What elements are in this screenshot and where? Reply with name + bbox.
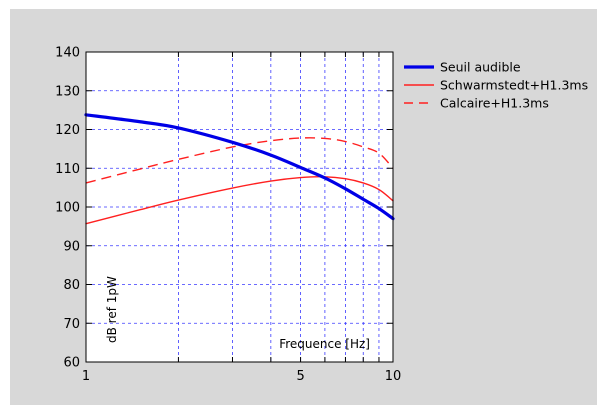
series-line-schwarmstedt-h1-3ms bbox=[85, 176, 394, 225]
x-tick-label: 5 bbox=[296, 369, 304, 384]
y-axis-label: dB ref 1pW bbox=[105, 276, 119, 343]
y-tick-label: 110 bbox=[55, 162, 80, 177]
y-tick-label: 80 bbox=[63, 278, 80, 293]
y-tick-label: 70 bbox=[63, 317, 80, 332]
x-axis-label: Frequence [Hz] bbox=[279, 337, 370, 351]
series-line-seuil-audible bbox=[84, 113, 395, 221]
chart-figure: 60 70 80 90 100 110 120 130 140 1 5 10 Frequence [H… bbox=[10, 9, 597, 405]
y-tick-label: 90 bbox=[63, 239, 80, 254]
series-line-calcaire-h1-3ms bbox=[85, 137, 394, 184]
y-tick-label: 140 bbox=[55, 46, 80, 61]
y-tick-label: 100 bbox=[55, 201, 80, 216]
legend-entry: Schwarmstedt+H1.3ms bbox=[440, 78, 588, 93]
legend-entry: Seuil audible bbox=[440, 60, 521, 75]
legend-entry: Calcaire+H1.3ms bbox=[440, 96, 549, 111]
x-tick-label: 10 bbox=[385, 369, 402, 384]
y-tick-label: 120 bbox=[55, 123, 80, 138]
plot-area bbox=[86, 52, 393, 362]
series-layer bbox=[84, 113, 395, 225]
legend: Seuil audible Schwarmstedt+H1.3ms Calcaire… bbox=[404, 60, 588, 111]
y-tick-label: 60 bbox=[63, 356, 80, 371]
y-tick-label: 130 bbox=[55, 84, 80, 99]
x-tick-label: 1 bbox=[82, 369, 90, 384]
line-chart: 60 70 80 90 100 110 120 130 140 1 5 10 Frequence [H… bbox=[55, 46, 588, 385]
axis-ticks: 60 70 80 90 100 110 120 130 140 1 5 10 bbox=[55, 46, 401, 385]
